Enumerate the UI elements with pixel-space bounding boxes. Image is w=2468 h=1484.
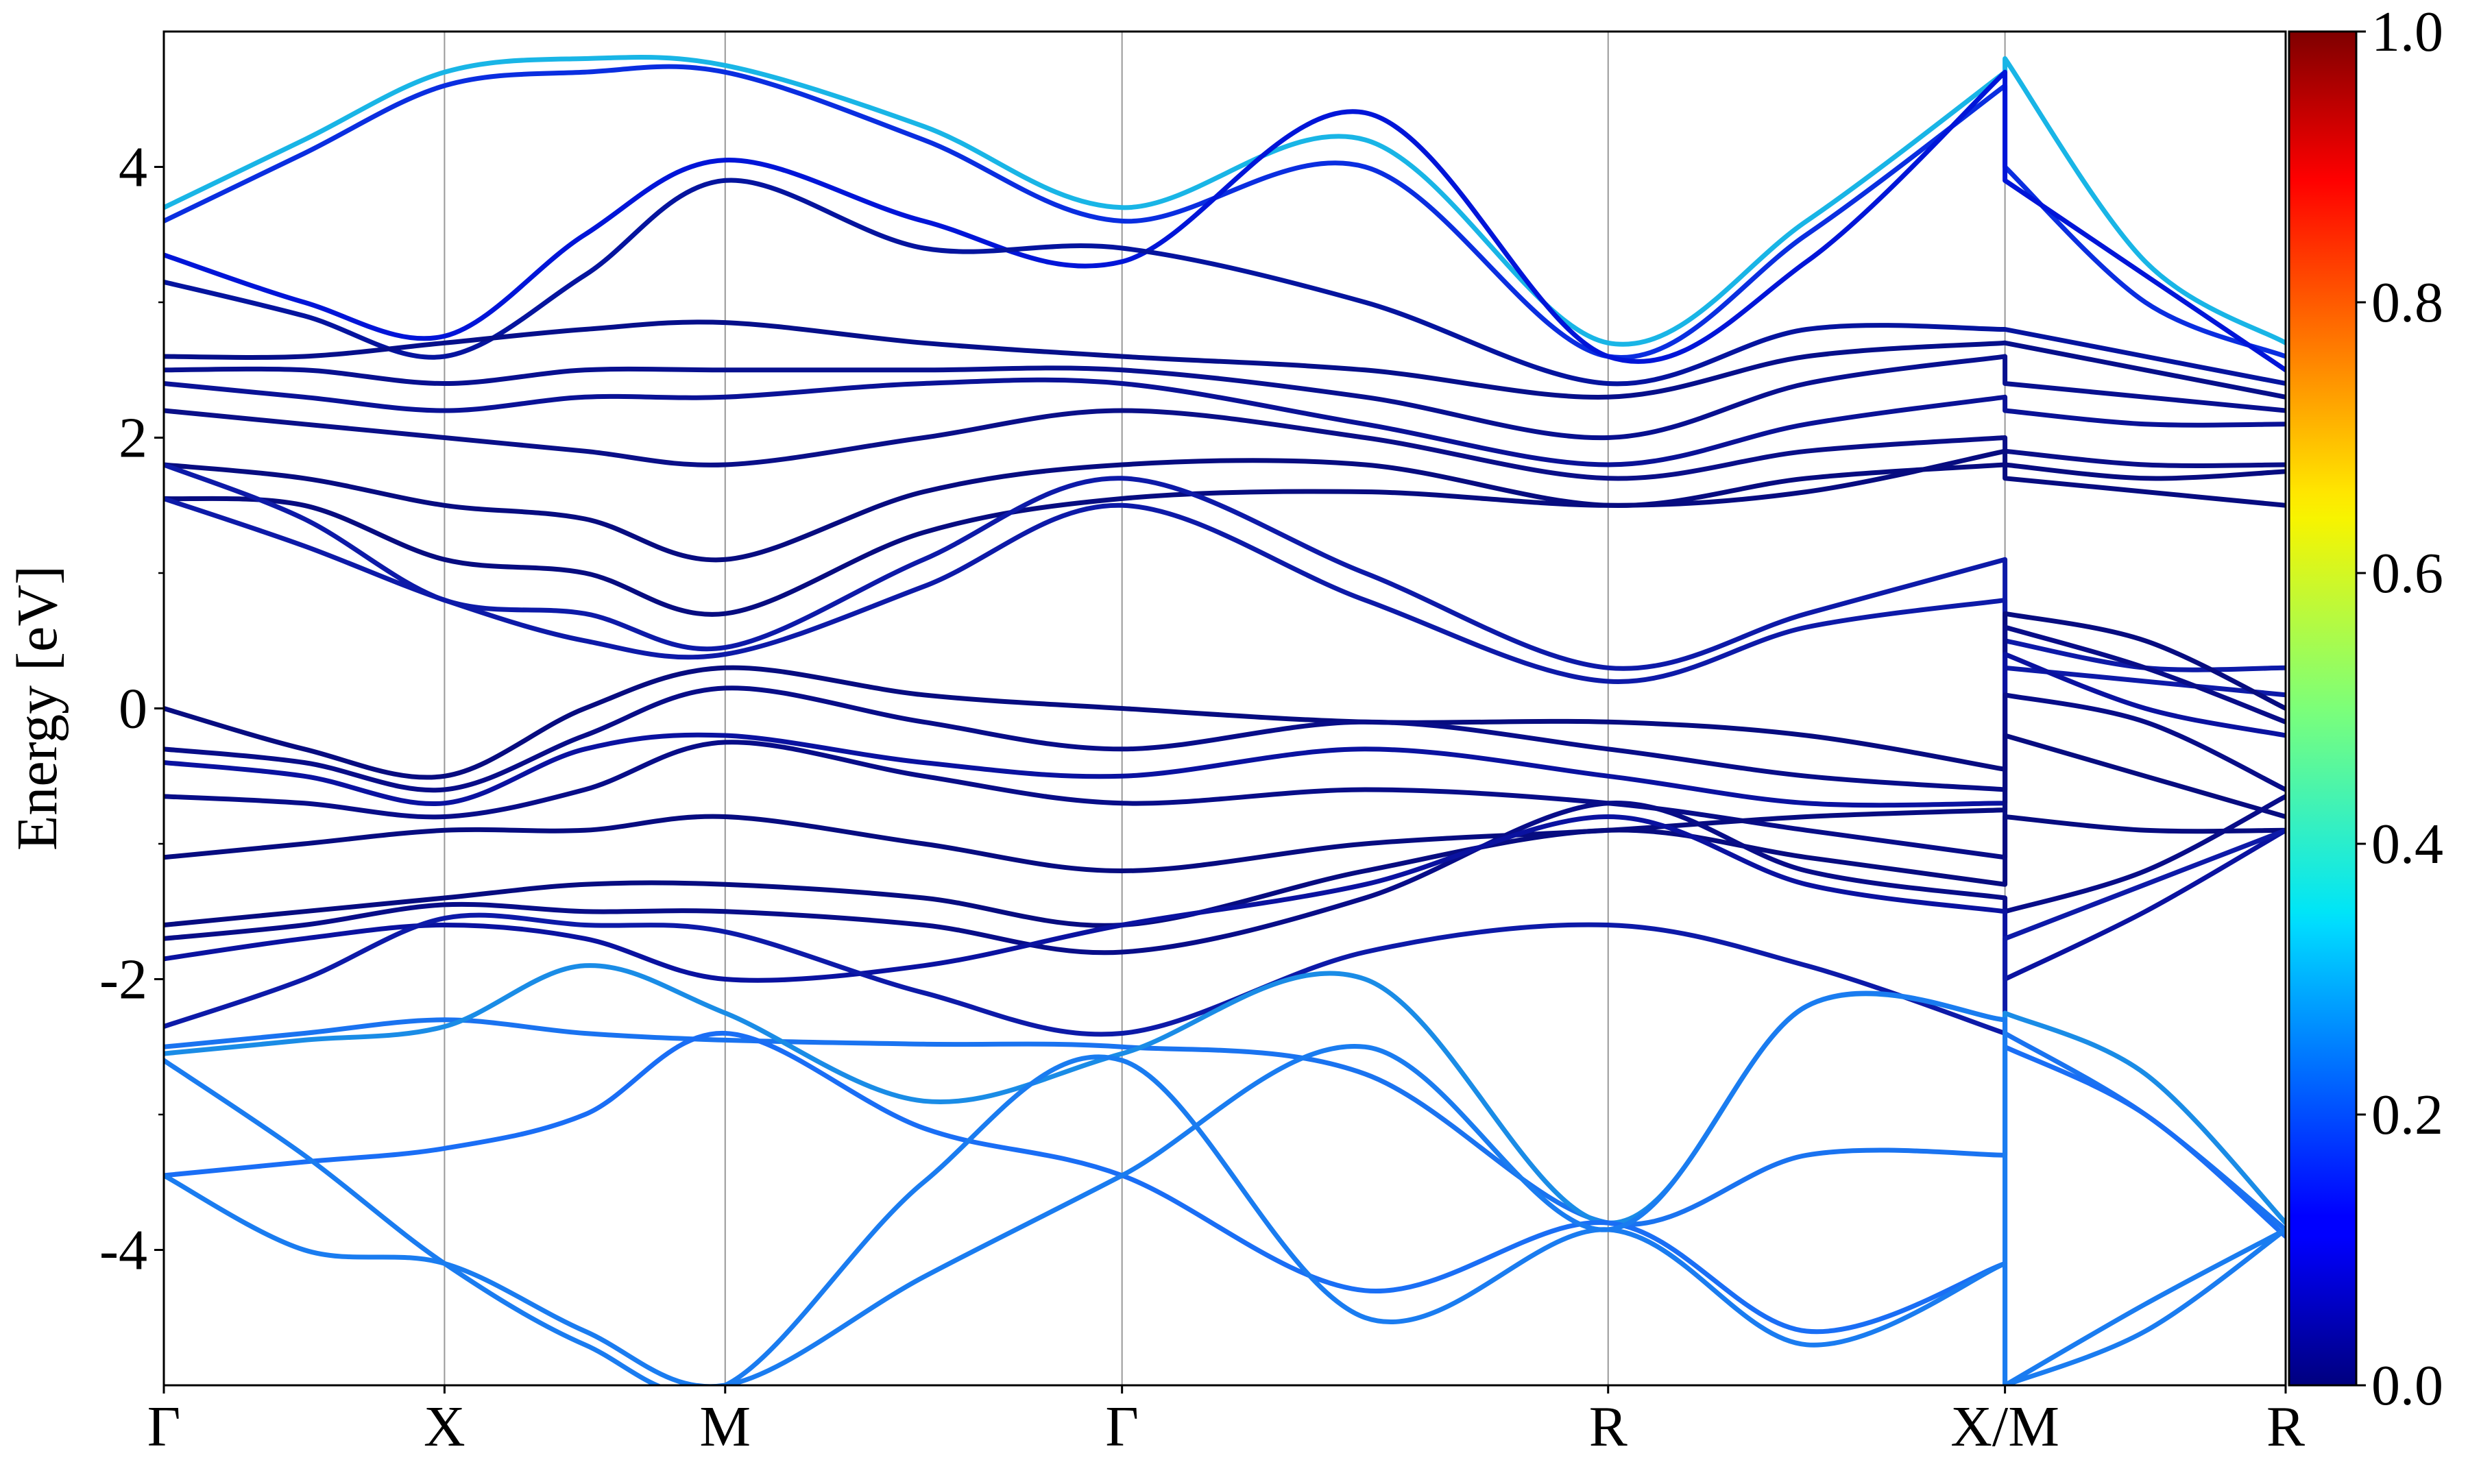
band-line [164, 496, 2286, 698]
colorbar [2288, 30, 2358, 1387]
band-line [164, 611, 2286, 780]
band-line [164, 377, 2286, 467]
band-line [164, 448, 2286, 617]
y-axis-label: Energy [eV] [5, 565, 69, 851]
band-line [164, 827, 2286, 1037]
band-line [164, 458, 2286, 563]
colorbar-tick-label: 0.2 [2371, 1083, 2443, 1147]
y-tick-label: 0 [119, 677, 147, 741]
band-line [164, 990, 2286, 1385]
x-tick-label: R [1589, 1395, 1628, 1459]
band-line [164, 814, 2286, 983]
band-line [164, 963, 2286, 1226]
x-tick-label: Γ [147, 1395, 181, 1459]
grid [163, 32, 2286, 1385]
band-line [164, 408, 2286, 481]
plot-frame [162, 30, 2287, 1387]
y-tick-label: -2 [99, 948, 147, 1012]
band-line [164, 69, 2286, 373]
band-line [164, 652, 2286, 808]
axes: Γ X M Γ R X/M R -4 -2 0 2 4 0.0 0.2 0.4 0.6 0.8 1.0 [99, 0, 2443, 1459]
colorbar-tick-label: 1.0 [2371, 0, 2443, 64]
y-tick-label: -4 [99, 1219, 147, 1282]
x-tick-label: M [699, 1395, 751, 1459]
y-tick-label: 4 [119, 136, 147, 199]
y-tick-label: 2 [119, 406, 147, 470]
band-line [164, 178, 2286, 387]
colorbar-tick-label: 0.8 [2371, 271, 2443, 334]
x-tick-label: X/M [1950, 1395, 2059, 1459]
colorbar-tick-label: 0.4 [2371, 812, 2443, 876]
band-line [164, 1054, 2286, 1385]
x-tick-label: X [424, 1395, 465, 1459]
bands [164, 55, 2286, 1385]
colorbar-tick-label: 0.6 [2371, 542, 2443, 605]
band-line [164, 794, 2286, 956]
band-line [164, 354, 2286, 441]
band-line [164, 733, 2286, 873]
x-tick-label: Γ [1105, 1395, 1139, 1459]
colorbar-tick-label: 0.0 [2371, 1354, 2443, 1418]
band-line [164, 624, 2286, 793]
band-line [164, 692, 2286, 860]
band-line [164, 319, 2286, 400]
band-line [164, 55, 2286, 347]
band-line [164, 1017, 2286, 1232]
x-tick-label: R [2266, 1395, 2305, 1459]
